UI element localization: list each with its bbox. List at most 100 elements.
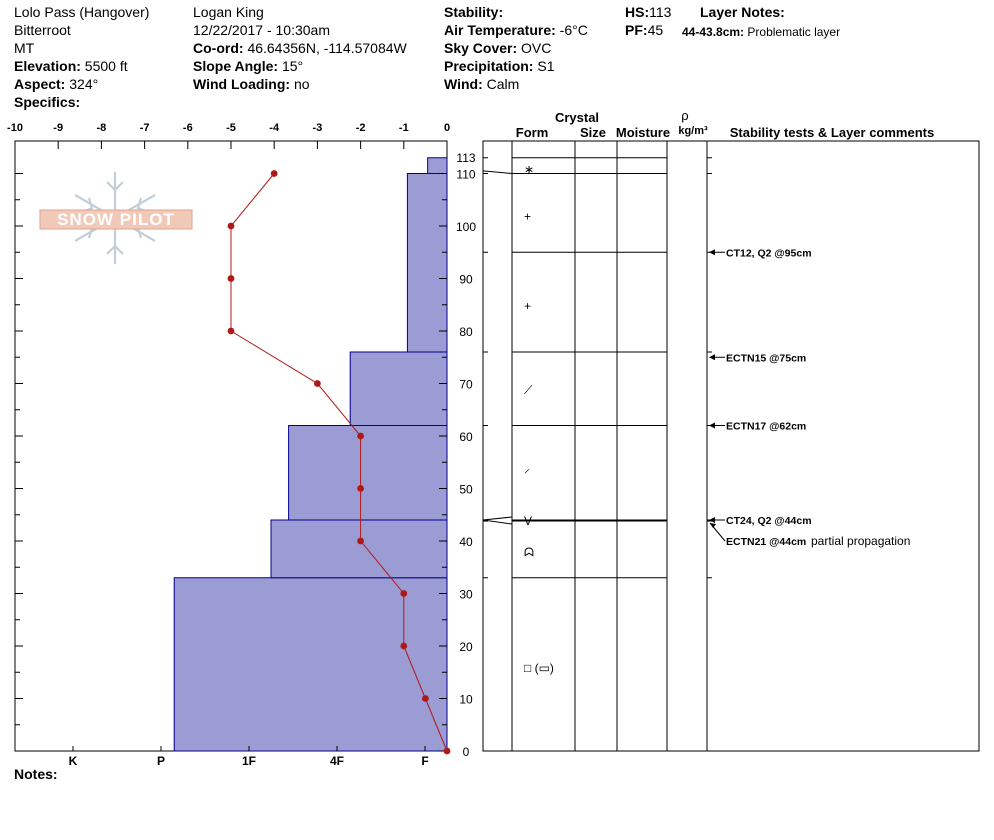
depth-tick-label: 110 xyxy=(456,168,475,182)
stability-test-label: CT12, Q2 @95cm xyxy=(726,247,812,259)
temperature-point xyxy=(443,747,451,755)
sky-cover-value: OVC xyxy=(521,40,552,56)
wind-label: Wind: xyxy=(444,76,483,92)
hardness-label: K xyxy=(69,754,78,768)
grain-form-symbol: + xyxy=(524,299,531,313)
stability-test-label: ECTN21 @44cm xyxy=(726,536,806,548)
depth-tick-label: 20 xyxy=(459,640,473,654)
temperature-point xyxy=(227,327,235,335)
moisture-header: Moisture xyxy=(616,125,670,140)
depth-tick-label: 10 xyxy=(459,693,473,707)
stability-test-label: ECTN17 @62cm xyxy=(726,421,806,433)
temperature-point xyxy=(357,537,364,545)
temp-tick-label: -3 xyxy=(313,122,323,134)
grain-form-symbol: ⟋ xyxy=(524,383,533,397)
stability-test-comment: partial propagation xyxy=(811,534,910,548)
grain-form-symbol: V xyxy=(524,514,532,528)
precipitation-label: Precipitation: xyxy=(444,58,534,74)
depth-tick-label: 90 xyxy=(459,273,473,287)
logo-banner xyxy=(39,209,193,230)
temperature-point xyxy=(422,695,429,702)
density-symbol: ρ xyxy=(681,108,688,123)
size-header: Size xyxy=(580,125,606,140)
temp-tick-label: -9 xyxy=(53,122,63,134)
hardness-temperature-chart: -10 -9 -8 -7 -6 -5 -4 -3 -2 -1 0 01020304050607080… xyxy=(7,122,476,768)
temp-tick-label: -8 xyxy=(97,122,107,134)
logo-text: SNOW PILOT xyxy=(57,210,175,229)
temperature-point xyxy=(270,170,278,177)
temperature-point xyxy=(357,485,364,492)
coord-label: Co-ord: xyxy=(193,40,244,56)
pf-value: 45 xyxy=(647,22,664,38)
elevation-value: 5500 ft xyxy=(84,58,128,74)
temp-tick-label: -10 xyxy=(7,122,23,134)
layer-note-text: Problematic layer xyxy=(747,25,841,39)
grain-form-symbol: ⸝ xyxy=(524,462,530,476)
stability-test-label: CT24, Q2 @44cm xyxy=(726,515,812,527)
crystal-header: Crystal xyxy=(555,110,599,125)
layer-note-depth: 44-43.8cm: xyxy=(682,25,745,39)
test-arrowhead xyxy=(710,523,716,528)
grain-form-symbol: + xyxy=(524,210,531,224)
pf-label: PF: xyxy=(625,22,648,38)
temperature-point xyxy=(400,590,408,597)
stability-label: Stability: xyxy=(444,4,504,20)
temp-tick-label: -5 xyxy=(226,122,236,134)
layer-connector xyxy=(482,519,513,525)
grain-form-symbol: ᗣ xyxy=(524,546,534,560)
depth-tick-label: 100 xyxy=(456,220,476,234)
test-arrowhead xyxy=(709,422,715,429)
depth-tick-label: 50 xyxy=(459,483,473,497)
observation-datetime: 12/22/2017 - 10:30am xyxy=(193,22,330,38)
layer-table: Crystal Form Size Moisture ρ kg/m³ Stabi… xyxy=(482,108,980,752)
air-temp-value: -6°C xyxy=(559,22,588,38)
depth-tick-label: 70 xyxy=(459,378,473,392)
stability-comments-header: Stability tests & Layer comments xyxy=(730,125,934,140)
hardness-layer-bar xyxy=(406,173,448,353)
precipitation-value: S1 xyxy=(537,58,555,74)
hardness-layer-bar xyxy=(270,519,448,579)
depth-tick-label: 60 xyxy=(459,430,473,444)
slope-value: 15° xyxy=(281,58,304,74)
hardness-layer-bar xyxy=(173,577,448,752)
snowpilot-logo: SNOW PILOT xyxy=(39,172,193,264)
observer-name: Logan King xyxy=(193,4,264,20)
hardness-label: F xyxy=(421,754,428,768)
form-header: Form xyxy=(516,125,549,140)
aspect-value: 324° xyxy=(69,76,99,92)
depth-tick-label: 40 xyxy=(459,535,473,549)
hardness-label: 4F xyxy=(330,754,344,768)
location-name: Lolo Pass (Hangover) xyxy=(14,4,150,20)
grain-form-symbol: ∗ xyxy=(524,162,534,176)
temp-tick-label: -7 xyxy=(140,122,150,134)
temp-tick-label: -6 xyxy=(183,122,193,134)
stability-test-label: ECTN15 @75cm xyxy=(726,352,806,364)
hardness-layer-bar xyxy=(349,351,448,426)
layer-connector xyxy=(482,516,513,521)
grain-form-symbol: □ (▭) xyxy=(524,661,554,675)
mountain-range: Bitterroot xyxy=(14,22,71,38)
density-unit: kg/m³ xyxy=(678,125,708,137)
aspect-label: Aspect: xyxy=(14,76,66,92)
specifics-label: Specifics: xyxy=(14,94,81,110)
hardness-label: P xyxy=(157,754,165,768)
depth-tick-label: 80 xyxy=(459,325,473,339)
hs-value: 113 xyxy=(649,4,672,20)
test-arrowhead xyxy=(709,517,715,523)
wind-value: Calm xyxy=(486,76,520,92)
test-arrowhead xyxy=(709,354,715,361)
temperature-point xyxy=(227,222,235,230)
temperature-point xyxy=(400,642,408,650)
layer-table-frame xyxy=(482,140,980,752)
hardness-layer-bar xyxy=(288,425,448,521)
depth-tick-label: 30 xyxy=(459,588,473,602)
hs-label: HS: xyxy=(625,4,650,20)
air-temp-label: Air Temperature: xyxy=(444,22,556,38)
temp-tick-label: 0 xyxy=(444,122,450,134)
sky-cover-label: Sky Cover: xyxy=(444,40,518,56)
temp-tick-label: -2 xyxy=(356,122,366,134)
temperature-line xyxy=(230,173,448,752)
notes-label: Notes: xyxy=(14,766,58,782)
hardness-label: 1F xyxy=(242,754,256,768)
